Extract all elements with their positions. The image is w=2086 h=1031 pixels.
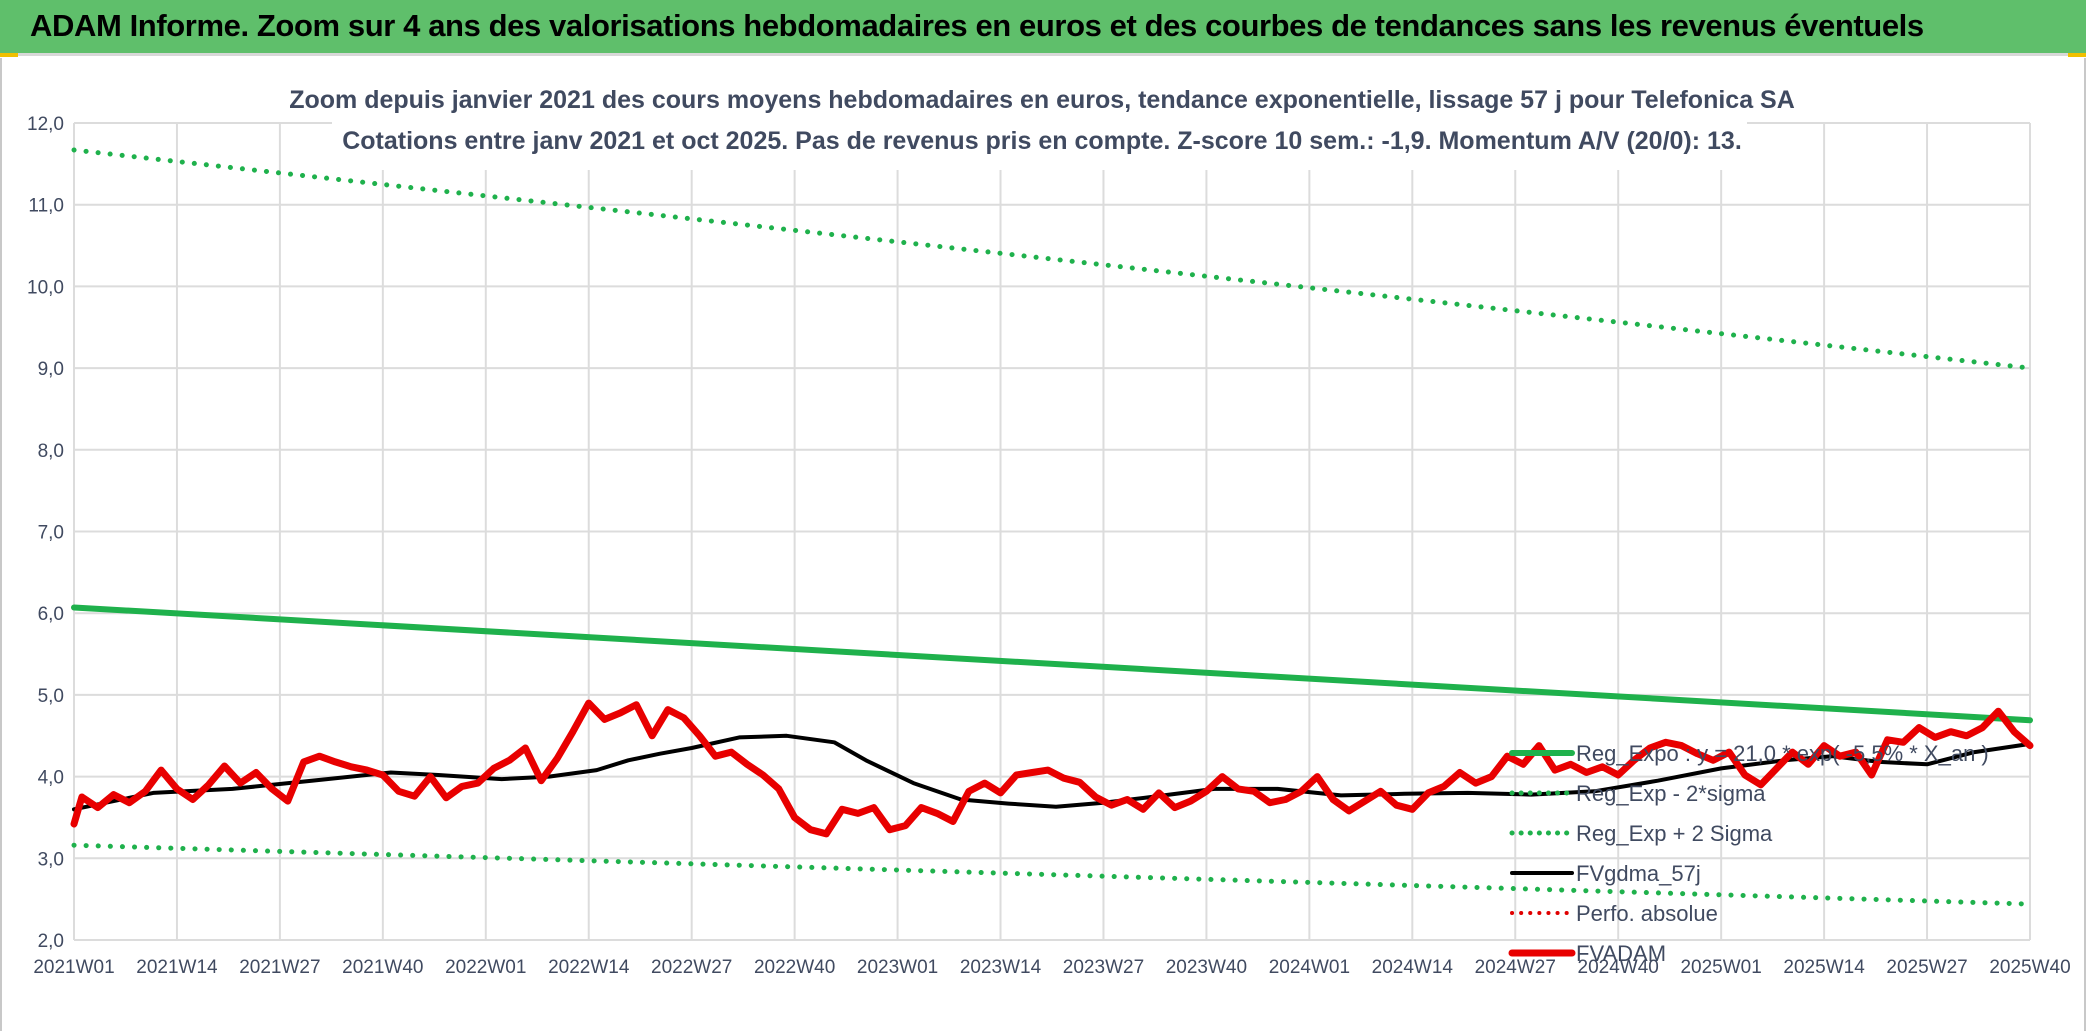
x-tick-label: 2023W27 — [1063, 957, 1144, 978]
legend-label: Perfo. absolue — [1576, 901, 1718, 926]
x-tick-label: 2024W14 — [1372, 957, 1454, 978]
y-tick-label: 5,0 — [38, 686, 64, 707]
chart-subtitle: Cotations entre janv 2021 et oct 2025. P… — [342, 127, 1742, 155]
y-tick-label: 3,0 — [38, 849, 64, 870]
y-tick-label: 11,0 — [28, 196, 64, 217]
title-background — [332, 78, 1747, 170]
y-tick-label: 2,0 — [38, 931, 64, 952]
x-tick-label: 2023W40 — [1166, 957, 1247, 978]
y-axis-ticks: 2,0 3,0 4,0 5,0 6,0 7,0 8,0 9,0 10,0 11,0 12,0 — [27, 114, 64, 952]
y-tick-label: 7,0 — [38, 523, 64, 544]
x-tick-label: 2021W27 — [239, 957, 320, 978]
y-tick-label: 4,0 — [38, 768, 64, 789]
legend-label: FVADAM — [1576, 941, 1666, 966]
chart-title: Zoom depuis janvier 2021 des cours moyen… — [289, 86, 1795, 114]
x-tick-label: 2021W01 — [33, 957, 114, 978]
legend-label: FVgdma_57j — [1576, 861, 1701, 886]
chart-legend: Reg_Expo : y = 21,0 * exp( -5,5% * X_an … — [1508, 741, 1989, 966]
x-tick-label: 2025W14 — [1783, 957, 1865, 978]
x-tick-label: 2024W40 — [1578, 957, 1659, 978]
x-tick-label: 2022W14 — [548, 957, 630, 978]
x-tick-label: 2022W27 — [651, 957, 732, 978]
banner-corner-left — [0, 53, 18, 57]
x-tick-label: 2023W01 — [857, 957, 938, 978]
x-tick-label: 2022W40 — [754, 957, 835, 978]
x-tick-label: 2022W01 — [445, 957, 526, 978]
series-fvgdma-57j-line — [72, 733, 2032, 812]
x-tick-label: 2021W40 — [342, 957, 423, 978]
report-banner: ADAM Informe. Zoom sur 4 ans des valoris… — [0, 0, 2086, 56]
banner-corner-right — [2068, 53, 2086, 57]
legend-label: Reg_Exp + 2 Sigma — [1576, 821, 1773, 846]
x-tick-label: 2024W01 — [1269, 957, 1350, 978]
x-tick-label: 2025W01 — [1680, 957, 1761, 978]
line-chart: 2,0 3,0 4,0 5,0 6,0 7,0 8,0 9,0 10,0 11,0 12,0 202… — [27, 78, 2071, 978]
legend-label: Reg_Expo : y = 21,0 * exp( -5,5% * X_an … — [1576, 741, 1989, 766]
x-tick-label: 2025W40 — [1989, 957, 2070, 978]
x-tick-label: 2021W14 — [136, 957, 218, 978]
series-fvadam-line — [70, 699, 2034, 838]
legend-label: Reg_Exp - 2*sigma — [1576, 781, 1766, 806]
x-tick-label: 2024W27 — [1475, 957, 1556, 978]
banner-title: ADAM Informe. Zoom sur 4 ans des valoris… — [30, 8, 1924, 43]
series-layer — [70, 147, 2034, 907]
chart-area: 2,0 3,0 4,0 5,0 6,0 7,0 8,0 9,0 10,0 11,0 12,0 202… — [0, 58, 2086, 1031]
y-tick-label: 9,0 — [38, 359, 64, 380]
series-reg-exp-2-sigma-line — [71, 842, 2033, 907]
series-reg-exp-2-sigma-line — [71, 147, 2033, 371]
x-axis-ticks: 2021W01 2021W14 2021W27 2021W40 2022W01 2022W… — [33, 957, 2070, 978]
grid-lines — [73, 122, 2031, 941]
x-tick-label: 2025W27 — [1886, 957, 1967, 978]
y-tick-label: 10,0 — [27, 277, 64, 298]
x-tick-label: 2023W14 — [960, 957, 1042, 978]
y-tick-label: 8,0 — [38, 441, 64, 462]
y-tick-label: 12,0 — [27, 114, 64, 135]
series-reg-expo-y-21-0-exp-5-5-x-an-line — [71, 604, 2033, 724]
y-tick-label: 6,0 — [38, 604, 64, 625]
